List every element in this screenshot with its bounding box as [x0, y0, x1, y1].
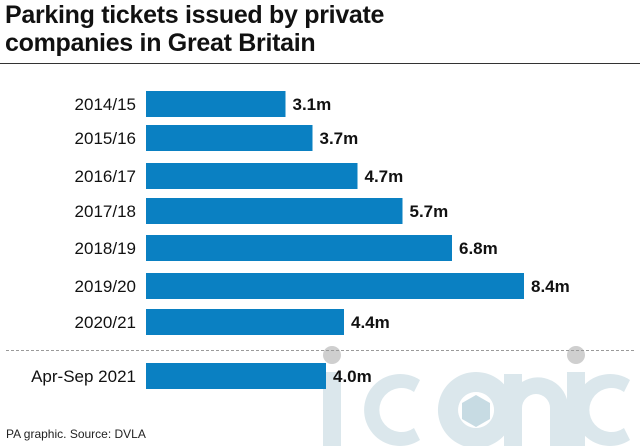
value-label: 4.7m	[365, 167, 404, 186]
bar	[146, 309, 344, 335]
bar	[146, 163, 358, 189]
value-label: 6.8m	[459, 239, 498, 258]
category-label: 2018/19	[75, 239, 136, 258]
bar	[146, 91, 286, 117]
value-label: 3.7m	[320, 129, 359, 148]
category-label: 2014/15	[75, 95, 136, 114]
category-label: Apr-Sep 2021	[31, 367, 136, 386]
category-label: 2019/20	[75, 277, 136, 296]
category-label: 2015/16	[75, 129, 136, 148]
bar	[146, 198, 403, 224]
title-line-1: Parking tickets issued by private	[5, 1, 385, 29]
category-label: 2016/17	[75, 167, 136, 186]
chart-title: Parking tickets issued by private compan…	[5, 1, 625, 57]
source-note: PA graphic. Source: DVLA	[6, 427, 146, 441]
category-label: 2020/21	[75, 313, 136, 332]
title-line-2: companies in Great Britain	[5, 29, 316, 57]
bar	[146, 125, 313, 151]
value-label: 4.0m	[333, 367, 372, 386]
period-separator	[6, 350, 634, 351]
bar	[146, 363, 326, 389]
value-label: 3.1m	[293, 95, 332, 114]
category-label: 2017/18	[75, 202, 136, 221]
value-label: 5.7m	[410, 202, 449, 221]
value-label: 8.4m	[531, 277, 570, 296]
title-divider	[0, 63, 640, 64]
bar	[146, 235, 452, 261]
bar	[146, 273, 524, 299]
value-label: 4.4m	[351, 313, 390, 332]
